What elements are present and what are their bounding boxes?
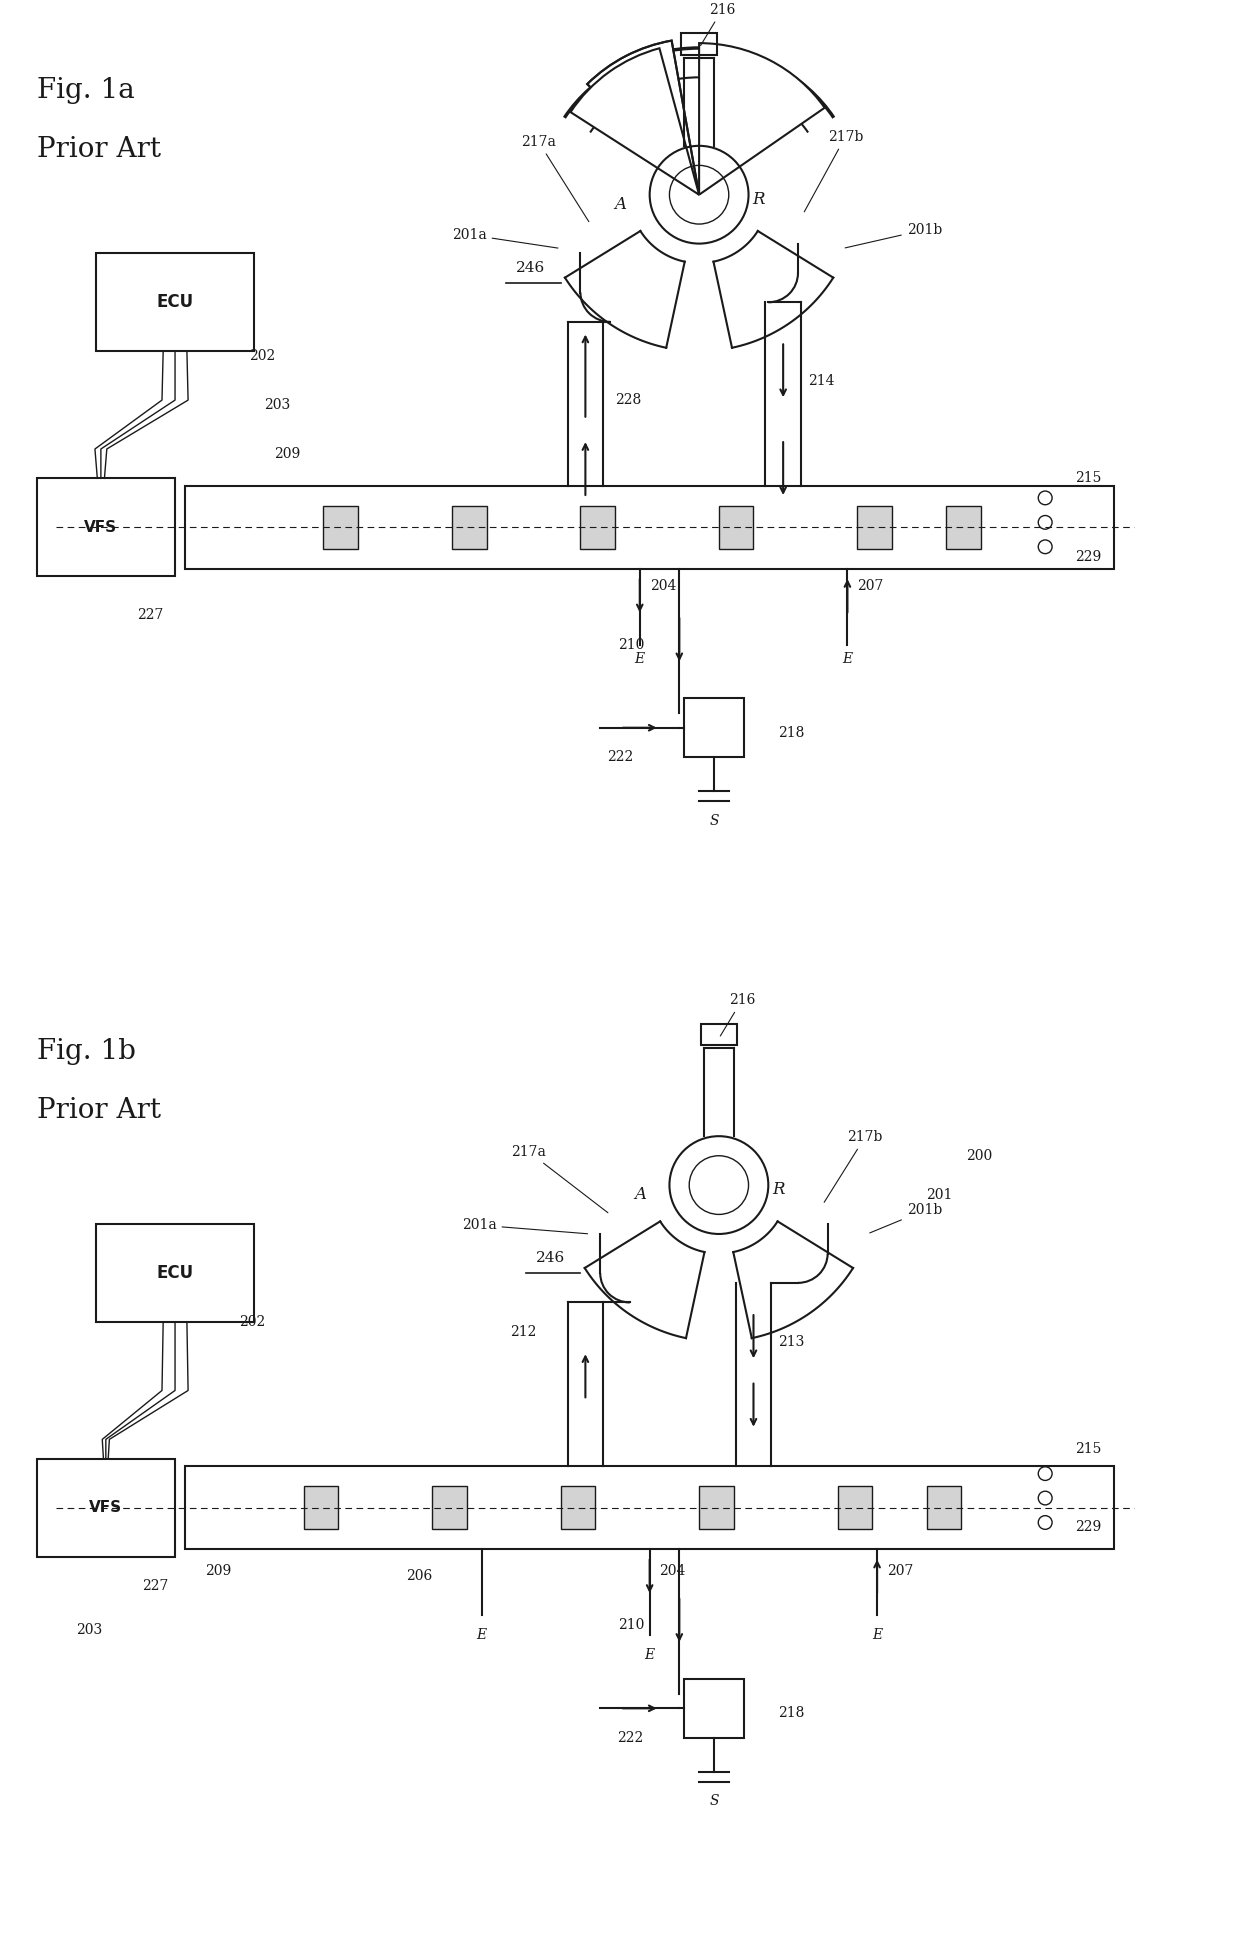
Text: 227: 227: [138, 608, 164, 622]
Text: R: R: [773, 1182, 785, 1199]
Text: 215: 215: [1075, 472, 1101, 486]
Text: 229: 229: [1075, 550, 1101, 564]
Text: 202: 202: [239, 1314, 265, 1330]
Text: 216: 216: [701, 2, 735, 45]
Text: 203: 203: [76, 1622, 103, 1638]
Text: 217b: 217b: [825, 1131, 883, 1203]
Text: 202: 202: [249, 349, 275, 363]
Bar: [684, 1679, 744, 1737]
Text: 216: 216: [720, 993, 755, 1035]
Text: E: E: [842, 653, 852, 667]
Text: 227: 227: [143, 1580, 169, 1593]
Wedge shape: [588, 41, 699, 195]
Text: 228: 228: [615, 394, 641, 408]
Text: 222: 222: [616, 1732, 644, 1745]
Text: 217a: 217a: [521, 135, 589, 222]
Text: 204: 204: [650, 579, 676, 593]
Text: A: A: [614, 197, 626, 213]
Text: 246: 246: [516, 261, 546, 275]
Text: 212: 212: [510, 1324, 536, 1340]
Text: 209: 209: [205, 1564, 231, 1578]
Text: 201: 201: [926, 1188, 952, 1201]
Text: 203: 203: [264, 398, 290, 411]
Text: 210: 210: [619, 1618, 645, 1632]
Bar: [857, 505, 892, 548]
Bar: [837, 1486, 872, 1529]
Text: 229: 229: [1075, 1521, 1101, 1535]
Text: 218: 218: [779, 725, 805, 739]
Bar: [451, 505, 486, 548]
Bar: [946, 505, 981, 548]
Bar: [719, 505, 754, 548]
Text: 207: 207: [857, 579, 884, 593]
Text: E: E: [872, 1628, 882, 1642]
Bar: [185, 486, 1115, 569]
Text: 210: 210: [619, 638, 645, 651]
Text: 207: 207: [887, 1564, 914, 1578]
Text: A: A: [634, 1186, 646, 1203]
Text: 200: 200: [966, 1149, 992, 1162]
Text: 204: 204: [660, 1564, 686, 1578]
Bar: [432, 1486, 466, 1529]
Text: VFS: VFS: [84, 521, 118, 534]
Bar: [185, 1466, 1115, 1550]
Text: E: E: [476, 1628, 486, 1642]
Text: 222: 222: [606, 751, 634, 764]
Text: 213: 213: [779, 1334, 805, 1349]
Text: 215: 215: [1075, 1443, 1101, 1457]
Text: 201b: 201b: [869, 1203, 942, 1232]
Text: Prior Art: Prior Art: [37, 1098, 161, 1123]
Wedge shape: [570, 49, 699, 195]
Text: 201b: 201b: [846, 222, 942, 248]
Text: S: S: [709, 813, 719, 827]
Text: ECU: ECU: [156, 1264, 193, 1281]
Wedge shape: [699, 43, 825, 195]
Text: 201a: 201a: [451, 228, 558, 248]
Text: 218: 218: [779, 1706, 805, 1720]
Text: Prior Art: Prior Art: [37, 136, 161, 164]
Bar: [701, 1024, 737, 1045]
Text: E: E: [635, 653, 645, 667]
Bar: [580, 505, 615, 548]
Text: 217a: 217a: [511, 1145, 608, 1213]
Text: 217b: 217b: [805, 131, 863, 213]
Text: 246: 246: [536, 1252, 565, 1266]
Text: S: S: [709, 1794, 719, 1808]
Text: VFS: VFS: [89, 1500, 123, 1515]
Text: Fig. 1b: Fig. 1b: [37, 1037, 135, 1065]
Text: 214: 214: [808, 374, 835, 388]
Bar: [926, 1486, 961, 1529]
Text: Fig. 1a: Fig. 1a: [37, 78, 134, 105]
Bar: [681, 33, 717, 55]
Text: E: E: [645, 1648, 655, 1661]
Text: 209: 209: [274, 447, 300, 460]
Bar: [684, 698, 744, 757]
Text: 206: 206: [405, 1570, 432, 1583]
Bar: [304, 1486, 339, 1529]
Text: 201a: 201a: [461, 1219, 588, 1234]
Bar: [699, 1486, 734, 1529]
Bar: [560, 1486, 595, 1529]
Text: ECU: ECU: [156, 292, 193, 312]
Text: R: R: [753, 191, 765, 209]
Bar: [324, 505, 358, 548]
